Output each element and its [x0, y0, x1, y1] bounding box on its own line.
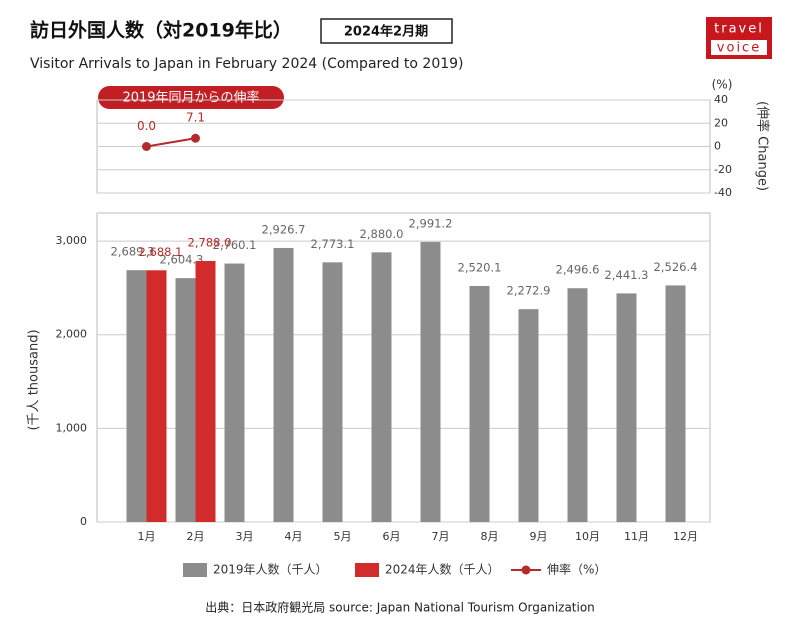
value-label: 2,689.3	[111, 245, 155, 259]
logo-bottom: voice	[717, 41, 761, 56]
bar	[224, 263, 245, 522]
bar	[567, 288, 588, 522]
legend-label: 伸率（%）	[547, 562, 606, 577]
bar	[469, 286, 490, 522]
value-label: 2,520.1	[458, 261, 502, 275]
source: 出典：日本政府観光局 source: Japan National Touris…	[205, 600, 595, 615]
value-label: 2,788.0	[188, 235, 232, 249]
y-tick-label: 3,000	[56, 234, 88, 247]
bar	[665, 285, 686, 522]
point	[142, 142, 151, 151]
x-tick-label: 12月	[673, 530, 698, 543]
value-label: 2,526.4	[654, 260, 698, 274]
y-tick-label: 2,000	[56, 328, 88, 341]
value-label: 2,441.3	[605, 268, 649, 282]
title: 訪日外国人数（対2019年比）	[30, 19, 292, 42]
value-label: 7.1	[186, 111, 205, 125]
value-label: 2,760.1	[213, 238, 257, 252]
legend-swatch	[521, 565, 531, 575]
x-tick-label: 1月	[138, 530, 156, 543]
bar	[273, 247, 294, 522]
badge-box	[320, 18, 453, 44]
x-tick-label: 6月	[383, 530, 401, 543]
bar	[322, 262, 343, 522]
x-tick-label: 5月	[334, 530, 352, 543]
bar	[518, 309, 539, 522]
legend-swatch	[183, 563, 207, 577]
y2-tick-label: 20	[714, 116, 728, 129]
line	[146, 137, 196, 148]
value-label: 2,688.1	[139, 245, 183, 259]
x-tick-label: 8月	[481, 530, 499, 543]
value-label: 2,496.6	[556, 263, 600, 277]
bar	[175, 278, 196, 522]
y-label: (千人 thousand)	[27, 329, 42, 430]
logo-inner	[711, 40, 767, 55]
value-label: 0.0	[137, 119, 156, 133]
x-tick-label: 10月	[575, 530, 600, 543]
y2-tick-label: 0	[714, 140, 721, 153]
x-tick-label: 3月	[236, 530, 254, 543]
bar	[371, 252, 392, 522]
x-tick-label: 11月	[624, 530, 649, 543]
subtitle: Visitor Arrivals to Japan in February 20…	[30, 56, 464, 72]
legend-label: 2019年人数（千人）	[213, 562, 328, 577]
y-tick-label: 1,000	[56, 421, 88, 434]
value-label: 2,880.0	[360, 227, 404, 241]
value-label: 2,272.9	[507, 284, 551, 298]
annotation: 2019年同月からの伸率	[122, 90, 259, 106]
x-tick-label: 7月	[432, 530, 450, 543]
y2-tick-label: -40	[714, 186, 732, 199]
bar	[420, 241, 441, 522]
value-label: 2,926.7	[262, 222, 306, 236]
bar	[146, 270, 167, 522]
y-tick-label: 0	[80, 515, 87, 528]
bar	[126, 270, 147, 522]
value-label: 2,604.3	[160, 253, 204, 267]
value-label: 2,773.1	[311, 237, 355, 251]
legend-swatch	[355, 563, 379, 577]
x-tick-label: 2月	[187, 530, 205, 543]
legend-label: 2024年人数（千人）	[385, 562, 500, 577]
bar	[195, 260, 216, 522]
bar	[616, 293, 637, 522]
x-tick-label: 9月	[530, 530, 548, 543]
value-label: 2,991.2	[409, 216, 453, 230]
logo-top: travel	[714, 22, 764, 37]
badge: 2024年2月期	[344, 24, 428, 40]
x-tick-label: 4月	[285, 530, 303, 543]
y2-tick-label: 40	[714, 93, 728, 106]
annotation-pill	[98, 86, 284, 109]
y2-label: (伸率 Change)	[755, 101, 771, 191]
y2-unit: (%)	[712, 78, 733, 92]
point	[191, 133, 200, 143]
y2-tick-label: -20	[714, 163, 732, 176]
